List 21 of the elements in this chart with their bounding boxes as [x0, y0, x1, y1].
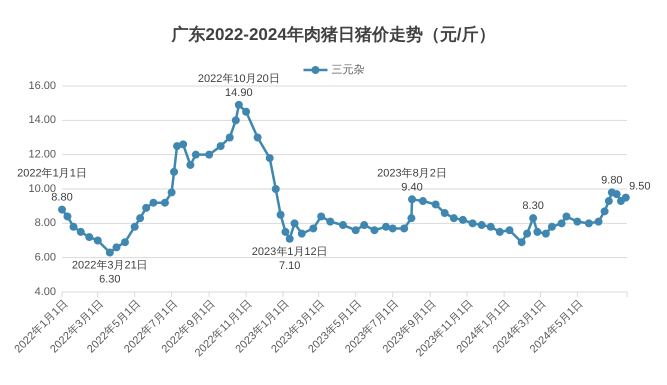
annotation: 2023年8月2日: [377, 167, 447, 180]
y-tick-label: 8.00: [34, 217, 56, 230]
y-tick-label: 6.00: [34, 252, 56, 264]
data-label: 9.80: [601, 174, 623, 186]
annotation: 2022年10月20日: [198, 72, 280, 85]
data-label: 7.10: [278, 260, 300, 272]
chart-title: 广东2022-2024年肉猪日猪价走势（元/斤）: [170, 25, 496, 44]
data-label: 8.30: [522, 200, 544, 212]
y-tick-label: 4.00: [34, 286, 56, 298]
data-label: 6.30: [99, 274, 121, 286]
annotation: 2022年1月1日: [17, 168, 87, 180]
y-tick-label: 12.00: [28, 148, 56, 161]
y-tick-label: 16.00: [28, 80, 56, 92]
annotation: 2023年1月12日: [252, 246, 328, 258]
data-label: 9.40: [401, 181, 423, 194]
annotation: 2022年3月21日: [72, 260, 148, 272]
data-label: 9.50: [629, 180, 650, 193]
data-label: 14.90: [225, 86, 253, 99]
data-label: 8.80: [51, 192, 73, 204]
legend-label: 三元杂: [332, 62, 364, 76]
y-tick-label: 14.00: [28, 114, 56, 126]
